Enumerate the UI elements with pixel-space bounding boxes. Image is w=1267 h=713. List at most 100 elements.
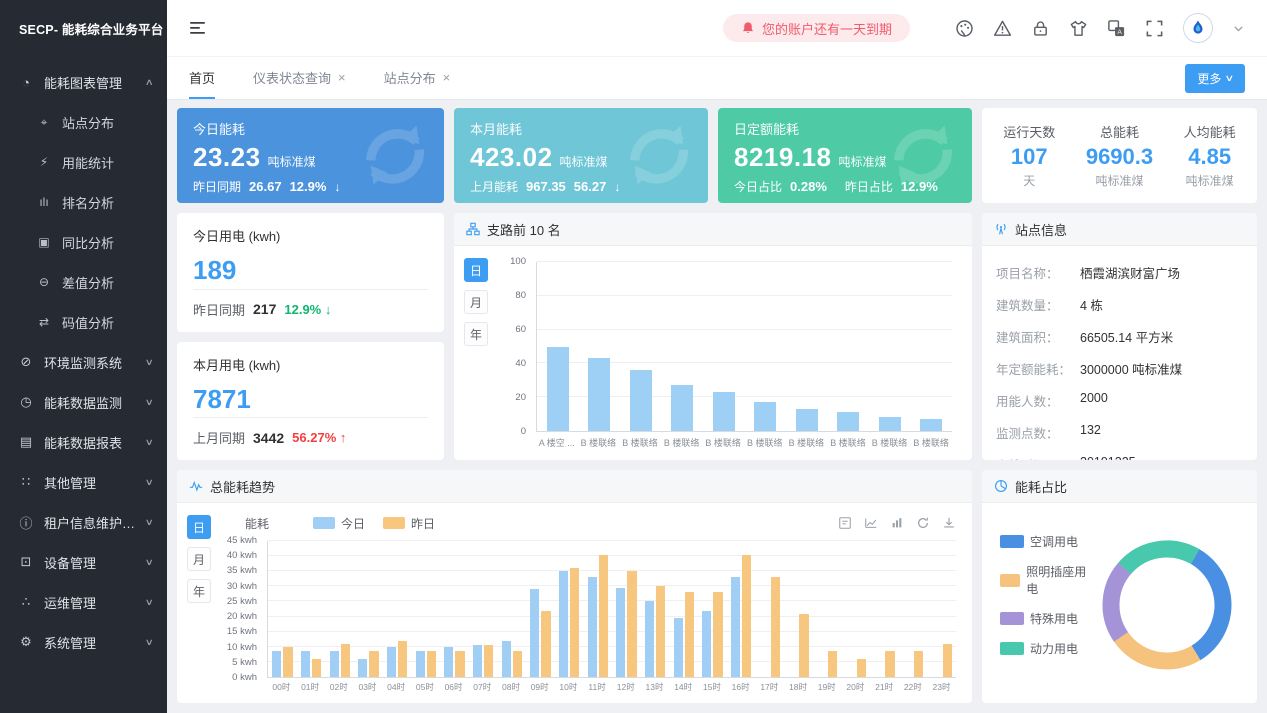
bar-今日[interactable] <box>386 646 397 677</box>
bar-今日[interactable] <box>415 651 425 677</box>
bar-昨日[interactable] <box>598 554 608 677</box>
legend-item-动力用电[interactable]: 动力用电 <box>1000 640 1087 657</box>
bar-今日[interactable] <box>558 571 569 677</box>
sidebar-item-env-monitor-system[interactable]: ⊘ 环境监测系统 ∨ <box>0 342 167 382</box>
sidebar-item-energy-data-monitor[interactable]: ◷ 能耗数据监测 ∨ <box>0 382 167 422</box>
bar-今日[interactable] <box>530 589 540 677</box>
branch-toggle-月[interactable]: 月 <box>464 290 488 314</box>
bar-昨日[interactable] <box>770 577 780 677</box>
bar-今日[interactable] <box>616 587 626 677</box>
bar-今日[interactable] <box>673 618 683 677</box>
avatar-logo[interactable] <box>1183 13 1213 43</box>
more-tabs-button[interactable]: 更多 ∨ <box>1185 63 1245 93</box>
bar-昨日[interactable] <box>455 651 465 677</box>
legend-item-照明插座用电[interactable]: 照明插座用电 <box>1000 563 1087 597</box>
bar-昨日[interactable] <box>742 554 752 677</box>
bar-昨日[interactable] <box>283 646 293 677</box>
bar-今日[interactable] <box>702 610 712 677</box>
translate-icon[interactable]: A <box>1107 19 1126 38</box>
sidebar-item-station-distribution[interactable]: ⌖ 站点分布 <box>0 102 167 142</box>
sidebar-item-code-value-analysis[interactable]: ⇄ 码值分析 <box>0 302 167 342</box>
bar-今日[interactable] <box>358 658 368 677</box>
branch-toggle-日[interactable]: 日 <box>464 258 488 282</box>
bar-支路前 10 名[interactable] <box>588 358 611 431</box>
bar-支路前 10 名[interactable] <box>546 346 569 431</box>
lock-icon[interactable] <box>1031 19 1050 38</box>
trend-toggle-月[interactable]: 月 <box>187 547 211 571</box>
bar-昨日[interactable] <box>713 592 723 677</box>
bar-昨日[interactable] <box>656 586 666 677</box>
legend-item-特殊用电[interactable]: 特殊用电 <box>1000 610 1087 627</box>
data-view-icon[interactable] <box>838 516 852 530</box>
bar-昨日[interactable] <box>312 658 322 677</box>
bar-昨日[interactable] <box>828 651 838 677</box>
bar-昨日[interactable] <box>914 651 924 677</box>
bar-今日[interactable] <box>300 651 310 677</box>
bar-昨日[interactable] <box>398 640 408 677</box>
bar-昨日[interactable] <box>570 568 580 677</box>
sidebar-item-energy-data-report[interactable]: ▤ 能耗数据报表 ∨ <box>0 422 167 462</box>
tab-仪表状态查询[interactable]: 仪表状态查询 × <box>253 57 346 99</box>
branch-top10-chart[interactable]: 0 20 40 60 80 100 A 楼空 ... B 楼联络 B 楼联络 B 楼联络 B 楼联络… <box>496 254 962 452</box>
bar-昨日[interactable] <box>541 610 551 677</box>
chevron-down-icon[interactable] <box>1232 22 1245 35</box>
bar-昨日[interactable] <box>426 651 436 677</box>
tab-站点分布[interactable]: 站点分布 × <box>384 57 451 99</box>
sidebar-item-energy-usage-stats[interactable]: ⚡ 用能统计 <box>0 142 167 182</box>
sidebar-item-device-mgmt[interactable]: ⊡ 设备管理 ∨ <box>0 542 167 582</box>
bar-今日[interactable] <box>272 651 282 677</box>
bar-昨日[interactable] <box>512 651 522 677</box>
collapse-menu-icon[interactable] <box>189 20 207 36</box>
energy-share-donut-chart[interactable] <box>1087 511 1247 685</box>
bar-昨日[interactable] <box>799 613 809 677</box>
bar-今日[interactable] <box>644 601 655 677</box>
bar-今日[interactable] <box>472 645 483 677</box>
bar-今日[interactable] <box>501 640 511 677</box>
bar-支路前 10 名[interactable] <box>754 402 777 431</box>
bar-支路前 10 名[interactable] <box>878 417 901 431</box>
tab-首页[interactable]: 首页 <box>189 57 216 99</box>
bar-支路前 10 名[interactable] <box>920 419 943 431</box>
bar-昨日[interactable] <box>885 651 895 677</box>
sidebar-item-other-mgmt[interactable]: ∷ 其他管理 ∨ <box>0 462 167 502</box>
bar-昨日[interactable] <box>942 643 952 677</box>
bar-chart-icon[interactable] <box>890 516 904 530</box>
sidebar-item-tenant-info-mgmt[interactable]: ⓘ 租户信息维护管理 ∨ <box>0 502 167 542</box>
trend-toggle-年[interactable]: 年 <box>187 579 211 603</box>
bar-昨日[interactable] <box>369 651 379 677</box>
close-icon[interactable]: × <box>442 69 451 85</box>
bar-昨日[interactable] <box>627 571 637 677</box>
skin-icon[interactable] <box>1069 19 1088 38</box>
bar-支路前 10 名[interactable] <box>712 392 735 431</box>
bar-支路前 10 名[interactable] <box>671 385 694 431</box>
sidebar-item-difference-analysis[interactable]: ⊖ 差值分析 <box>0 262 167 302</box>
line-chart-icon[interactable] <box>864 516 878 530</box>
sidebar-item-yoy-analysis[interactable]: ▣ 同比分析 <box>0 222 167 262</box>
branch-toggle-年[interactable]: 年 <box>464 322 488 346</box>
legend-item-昨日[interactable]: 昨日 <box>383 515 435 532</box>
bar-昨日[interactable] <box>340 643 350 677</box>
sidebar-item-ranking-analysis[interactable]: ılı 排名分析 <box>0 182 167 222</box>
trend-toggle-日[interactable]: 日 <box>187 515 211 539</box>
total-energy-trend-chart[interactable]: 0 kwh 5 kwh 10 kwh 15 kwh 20 kwh 25 kwh 30 kwh… <box>219 535 962 695</box>
bar-今日[interactable] <box>329 651 339 677</box>
bar-支路前 10 名[interactable] <box>837 412 860 431</box>
legend-item-空调用电[interactable]: 空调用电 <box>1000 533 1087 550</box>
bar-昨日[interactable] <box>484 645 494 677</box>
sidebar-item-system-mgmt[interactable]: ⚙ 系统管理 ∨ <box>0 622 167 662</box>
bar-今日[interactable] <box>587 577 597 677</box>
warning-icon[interactable] <box>993 19 1012 38</box>
legend-item-今日[interactable]: 今日 <box>313 515 365 532</box>
download-icon[interactable] <box>942 516 956 530</box>
donut-slice-特殊用电[interactable] <box>1089 527 1245 683</box>
close-icon[interactable]: × <box>338 69 346 85</box>
bar-昨日[interactable] <box>856 658 866 677</box>
bar-昨日[interactable] <box>684 592 694 677</box>
fullscreen-icon[interactable] <box>1145 19 1164 38</box>
account-expiry-alert[interactable]: 您的账户还有一天到期 <box>722 14 910 42</box>
sidebar-item-ops-mgmt[interactable]: ∴ 运维管理 ∨ <box>0 582 167 622</box>
bar-今日[interactable] <box>730 577 741 677</box>
bar-支路前 10 名[interactable] <box>629 370 652 431</box>
bar-今日[interactable] <box>444 646 454 677</box>
theme-palette-icon[interactable] <box>955 19 974 38</box>
